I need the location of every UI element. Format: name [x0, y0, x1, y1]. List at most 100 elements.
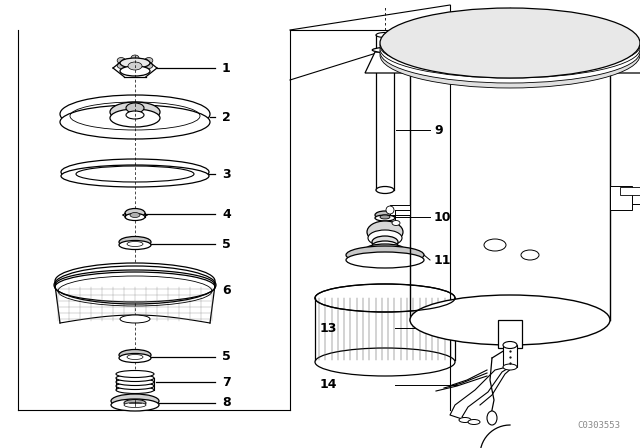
Text: 6: 6: [222, 284, 230, 297]
Ellipse shape: [550, 59, 560, 64]
Ellipse shape: [410, 295, 610, 345]
Ellipse shape: [366, 244, 404, 254]
Text: 5: 5: [222, 237, 231, 250]
Ellipse shape: [84, 109, 90, 113]
Ellipse shape: [180, 109, 186, 113]
Ellipse shape: [61, 165, 209, 187]
Ellipse shape: [131, 55, 139, 61]
Ellipse shape: [125, 214, 145, 220]
Ellipse shape: [125, 208, 145, 217]
Ellipse shape: [542, 63, 558, 71]
Ellipse shape: [119, 237, 151, 247]
Ellipse shape: [116, 375, 154, 382]
Polygon shape: [365, 52, 640, 73]
Ellipse shape: [180, 119, 186, 123]
Ellipse shape: [119, 241, 151, 250]
Text: 11: 11: [434, 254, 451, 267]
Ellipse shape: [442, 63, 458, 71]
Ellipse shape: [380, 21, 640, 83]
Text: 2: 2: [222, 111, 231, 124]
Ellipse shape: [375, 211, 395, 219]
Ellipse shape: [84, 119, 90, 123]
Ellipse shape: [503, 364, 517, 370]
Ellipse shape: [119, 353, 151, 362]
Ellipse shape: [145, 57, 153, 64]
Ellipse shape: [372, 43, 640, 57]
Bar: [610, 186, 632, 210]
Ellipse shape: [116, 370, 154, 378]
Ellipse shape: [116, 383, 154, 389]
Text: 1: 1: [222, 61, 231, 74]
Ellipse shape: [459, 418, 471, 422]
Text: 4: 4: [222, 207, 231, 220]
Text: 5: 5: [222, 350, 231, 363]
Ellipse shape: [131, 65, 139, 71]
Ellipse shape: [380, 215, 390, 219]
Ellipse shape: [372, 236, 398, 248]
Ellipse shape: [484, 239, 506, 251]
Ellipse shape: [380, 8, 640, 78]
Ellipse shape: [128, 62, 142, 70]
Ellipse shape: [124, 402, 146, 408]
Ellipse shape: [346, 246, 424, 264]
Ellipse shape: [111, 394, 159, 408]
Ellipse shape: [124, 400, 146, 406]
Ellipse shape: [126, 111, 144, 119]
Ellipse shape: [315, 348, 455, 376]
Ellipse shape: [375, 215, 395, 221]
Ellipse shape: [386, 206, 394, 214]
Text: 9: 9: [434, 124, 443, 137]
Ellipse shape: [372, 241, 398, 251]
Ellipse shape: [117, 63, 125, 69]
Ellipse shape: [60, 95, 210, 133]
Ellipse shape: [380, 20, 640, 78]
Ellipse shape: [130, 212, 140, 217]
Ellipse shape: [120, 66, 150, 76]
Ellipse shape: [127, 354, 143, 359]
Ellipse shape: [380, 22, 640, 88]
Text: 13: 13: [320, 322, 337, 335]
Ellipse shape: [110, 109, 160, 127]
Ellipse shape: [503, 341, 517, 349]
Ellipse shape: [120, 58, 150, 68]
Text: 8: 8: [222, 396, 230, 409]
Text: C0303553: C0303553: [577, 421, 620, 430]
Bar: [430, 59, 450, 71]
Bar: [498, 320, 522, 348]
Ellipse shape: [315, 284, 455, 312]
Ellipse shape: [132, 124, 138, 128]
Ellipse shape: [119, 349, 151, 361]
Ellipse shape: [376, 33, 394, 38]
Ellipse shape: [116, 387, 154, 393]
Ellipse shape: [55, 263, 215, 299]
Ellipse shape: [61, 159, 209, 185]
Ellipse shape: [368, 230, 402, 246]
Ellipse shape: [117, 57, 125, 64]
Text: 3: 3: [222, 168, 230, 181]
Ellipse shape: [366, 249, 404, 257]
Text: 12: 12: [434, 323, 451, 336]
Ellipse shape: [110, 102, 160, 122]
Bar: [503, 345, 517, 367]
Ellipse shape: [55, 272, 215, 302]
Ellipse shape: [468, 419, 480, 425]
Ellipse shape: [376, 186, 394, 194]
Text: 10: 10: [434, 211, 451, 224]
Bar: [425, 63, 433, 69]
Ellipse shape: [521, 250, 539, 260]
Ellipse shape: [120, 315, 150, 323]
Ellipse shape: [380, 19, 640, 73]
Bar: [620, 187, 640, 195]
Ellipse shape: [127, 241, 143, 246]
Ellipse shape: [132, 104, 138, 108]
Ellipse shape: [116, 379, 154, 385]
Bar: [390, 205, 410, 215]
Bar: [632, 192, 640, 204]
Ellipse shape: [487, 411, 497, 425]
Ellipse shape: [346, 252, 424, 268]
Ellipse shape: [145, 63, 153, 69]
Ellipse shape: [60, 105, 210, 139]
Ellipse shape: [76, 166, 194, 182]
Ellipse shape: [367, 221, 403, 243]
Text: 7: 7: [222, 375, 231, 388]
